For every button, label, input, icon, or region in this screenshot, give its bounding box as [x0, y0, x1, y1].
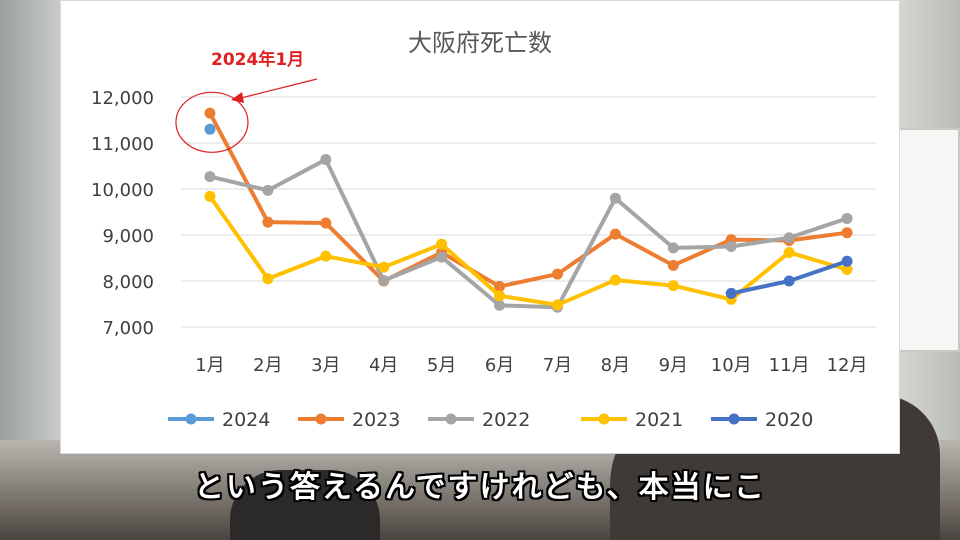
legend-label: 2022	[482, 409, 530, 431]
y-tick-label: 9,000	[102, 226, 154, 247]
x-tick-label: 10月	[711, 355, 752, 376]
data-point-2021	[204, 190, 216, 202]
annotation-label: 2024年1月	[211, 49, 304, 70]
data-point-2022	[783, 232, 795, 244]
data-point-2023	[320, 217, 332, 229]
legend-swatch-marker	[315, 413, 327, 425]
y-tick-label: 8,000	[102, 272, 154, 293]
data-point-2022	[320, 154, 332, 166]
whiteboard	[898, 128, 960, 352]
data-point-2023	[609, 228, 621, 240]
series-line-2023	[208, 112, 848, 289]
data-point-2020	[841, 255, 853, 267]
data-point-2021	[262, 273, 274, 285]
series-line-2022	[209, 157, 848, 310]
data-point-2022	[667, 242, 679, 254]
data-point-2020	[725, 287, 737, 299]
data-point-2023	[667, 259, 679, 271]
y-tick-label: 7,000	[102, 318, 154, 339]
x-tick-label: 9月	[659, 355, 688, 376]
data-point-2022	[841, 212, 853, 224]
data-point-2021	[551, 299, 563, 311]
x-tick-label: 11月	[769, 355, 810, 376]
y-tick-label: 12,000	[91, 88, 154, 109]
x-tick-label: 3月	[311, 355, 340, 376]
x-tick-label: 8月	[601, 355, 630, 376]
highlight-circle	[175, 91, 249, 153]
data-point-2023	[494, 281, 506, 293]
annotation-arrow-line	[240, 78, 318, 99]
data-point-2020	[783, 275, 795, 287]
data-point-2023	[841, 227, 853, 239]
data-point-2022	[204, 171, 216, 183]
legend-swatch-marker	[445, 413, 457, 425]
data-point-2022	[378, 275, 390, 287]
data-point-2022	[262, 184, 274, 196]
legend-swatch-marker	[185, 413, 197, 425]
data-point-2023	[204, 107, 216, 119]
data-point-2021	[783, 246, 795, 258]
data-point-2022	[609, 192, 621, 204]
video-subtitle: という答えるんですけれども、本当にこ	[193, 470, 767, 505]
y-tick-label: 10,000	[91, 180, 154, 201]
data-point-2022	[494, 299, 506, 311]
y-tick-label: 11,000	[91, 134, 154, 155]
x-tick-label: 1月	[195, 355, 224, 376]
data-point-2021	[494, 290, 506, 302]
attendee-left	[230, 470, 380, 540]
x-tick-label: 6月	[485, 355, 514, 376]
data-point-2021	[320, 250, 332, 262]
data-point-2021	[378, 261, 390, 273]
data-point-2021	[841, 264, 853, 275]
legend-label: 2024	[222, 409, 270, 431]
data-point-2023	[262, 216, 274, 228]
line-chart: 大阪府死亡数 7,000 8,000 9,000 10,000 11,000 12,000 1…	[91, 29, 876, 431]
data-point-2023	[551, 268, 563, 280]
x-tick-label: 12月	[827, 355, 868, 376]
legend-label: 2020	[765, 409, 813, 431]
annotation-arrow-head	[231, 92, 244, 103]
data-point-2022	[725, 241, 737, 252]
data-point-2022	[436, 251, 448, 263]
legend-label: 2021	[635, 409, 683, 431]
legend-label: 2023	[352, 409, 400, 431]
presentation-slide: 大阪府死亡数 7,000 8,000 9,000 10,000 11,000 12,000 1…	[60, 0, 900, 454]
x-tick-label: 5月	[427, 355, 456, 376]
data-point-2021	[609, 274, 621, 286]
data-point-2024	[204, 123, 216, 135]
x-tick-label: 7月	[543, 355, 572, 376]
data-point-2021	[436, 238, 448, 250]
chart-title: 大阪府死亡数	[408, 29, 552, 57]
legend-swatch-marker	[598, 413, 610, 425]
legend-swatch-marker	[728, 413, 740, 425]
data-point-2021	[667, 280, 679, 292]
x-tick-label: 4月	[369, 355, 398, 376]
x-tick-label: 2月	[253, 355, 282, 376]
